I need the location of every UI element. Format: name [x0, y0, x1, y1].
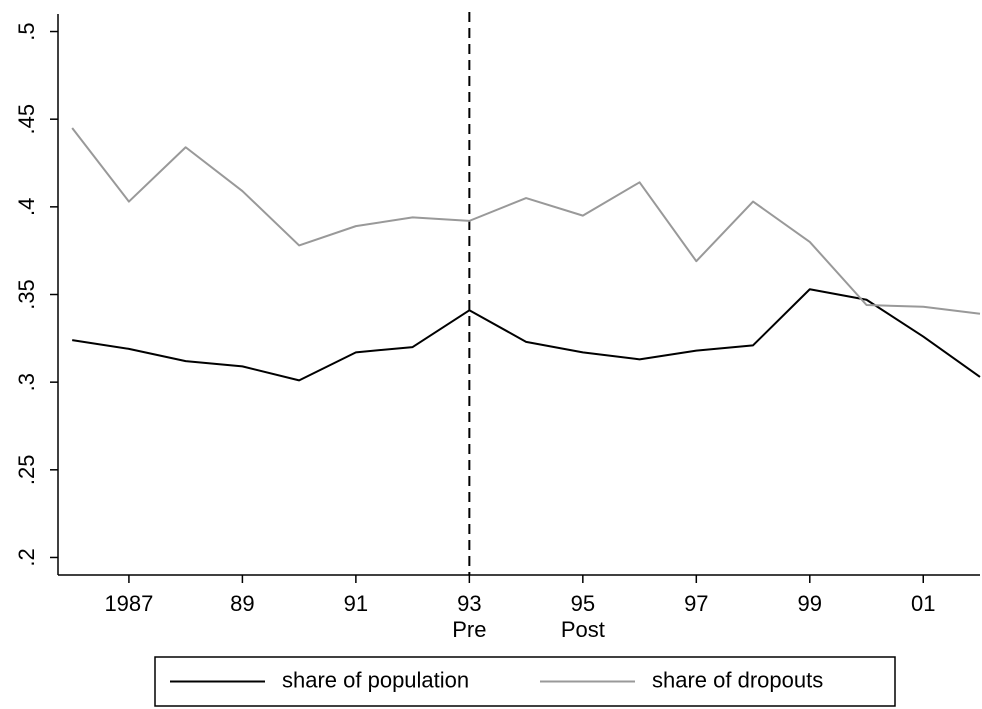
- x-tick-label: 99: [798, 591, 822, 616]
- y-tick-label: .2: [14, 548, 39, 566]
- line-series: [72, 288, 981, 382]
- line-series: [71, 127, 981, 315]
- x-tick-label: 01: [911, 591, 935, 616]
- x-tick-label: 97: [684, 591, 708, 616]
- y-tick-label: .5: [14, 22, 39, 40]
- annotation: Post: [561, 617, 605, 642]
- x-tick-label: 95: [571, 591, 595, 616]
- x-tick-label: 1987: [104, 591, 153, 616]
- y-tick-label: .45: [14, 104, 39, 135]
- x-tick-label: 89: [230, 591, 254, 616]
- y-tick-label: .35: [14, 279, 39, 310]
- y-tick-label: .25: [14, 455, 39, 486]
- y-tick-label: .4: [14, 198, 39, 216]
- legend-label: share of dropouts: [652, 667, 823, 692]
- x-tick-label: 93: [457, 591, 481, 616]
- y-tick-label: .3: [14, 373, 39, 391]
- legend: [154, 656, 896, 707]
- x-tick-label: 91: [344, 591, 368, 616]
- annotation: Pre: [452, 617, 486, 642]
- legend-label: share of population: [282, 667, 469, 692]
